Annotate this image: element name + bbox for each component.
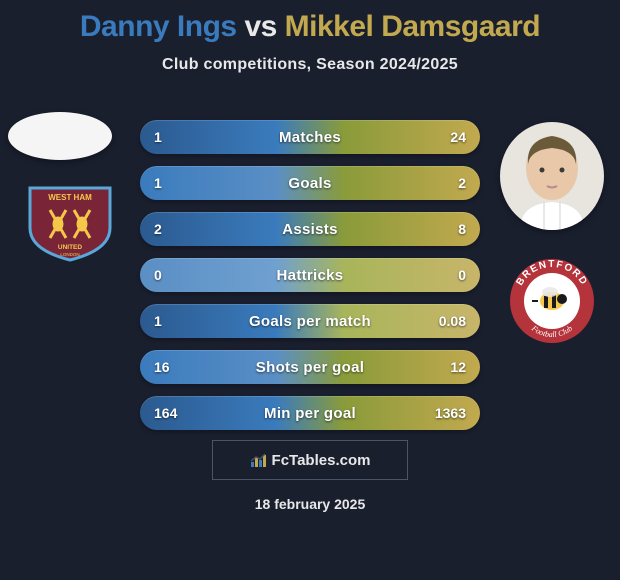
stat-value-left: 2 [154,221,162,237]
stat-value-right: 2 [458,175,466,191]
title-vs: vs [244,10,276,43]
stat-label: Shots per goal [140,359,480,376]
svg-text:LONDON: LONDON [60,252,79,257]
player1-club-badge: WEST HAM UNITED LONDON [20,180,120,262]
player2-photo [500,122,604,230]
stat-value-right: 24 [450,129,466,145]
stat-row: 1Matches24 [140,120,480,154]
stat-value-right: 0 [458,267,466,283]
stat-label: Min per goal [140,405,480,422]
stat-label: Goals [140,175,480,192]
page-title: Danny Ings vs Mikkel Damsgaard [0,0,620,44]
svg-text:UNITED: UNITED [58,244,83,251]
stat-label: Matches [140,129,480,146]
player2-club-badge: BRENTFORD Football Club [500,258,604,344]
brand-box: FcTables.com [212,440,408,480]
stats-list: 1Matches241Goals22Assists80Hattricks01Go… [140,120,480,442]
brand-text: FcTables.com [272,452,371,469]
stat-row: 1Goals per match0.08 [140,304,480,338]
stat-row: 0Hattricks0 [140,258,480,292]
stat-row: 164Min per goal1363 [140,396,480,430]
stat-row: 16Shots per goal12 [140,350,480,384]
comparison-card: Danny Ings vs Mikkel Damsgaard Club comp… [0,0,620,580]
stat-value-left: 164 [154,405,177,421]
stat-value-right: 0.08 [439,313,466,329]
stat-value-left: 1 [154,129,162,145]
stat-value-left: 1 [154,313,162,329]
title-player1: Danny Ings [80,10,237,43]
stat-value-right: 8 [458,221,466,237]
subtitle: Club competitions, Season 2024/2025 [0,56,620,74]
stat-value-left: 1 [154,175,162,191]
chart-icon [250,452,268,468]
stat-label: Hattricks [140,267,480,284]
player1-photo [8,112,112,160]
stat-value-right: 1363 [435,405,466,421]
stat-value-left: 0 [154,267,162,283]
title-player2: Mikkel Damsgaard [285,10,540,43]
stat-value-left: 16 [154,359,170,375]
stat-value-right: 12 [450,359,466,375]
stat-label: Goals per match [140,313,480,330]
footer-date: 18 february 2025 [0,496,620,512]
stat-label: Assists [140,221,480,238]
stat-row: 2Assists8 [140,212,480,246]
stat-row: 1Goals2 [140,166,480,200]
svg-text:WEST HAM: WEST HAM [48,193,92,202]
